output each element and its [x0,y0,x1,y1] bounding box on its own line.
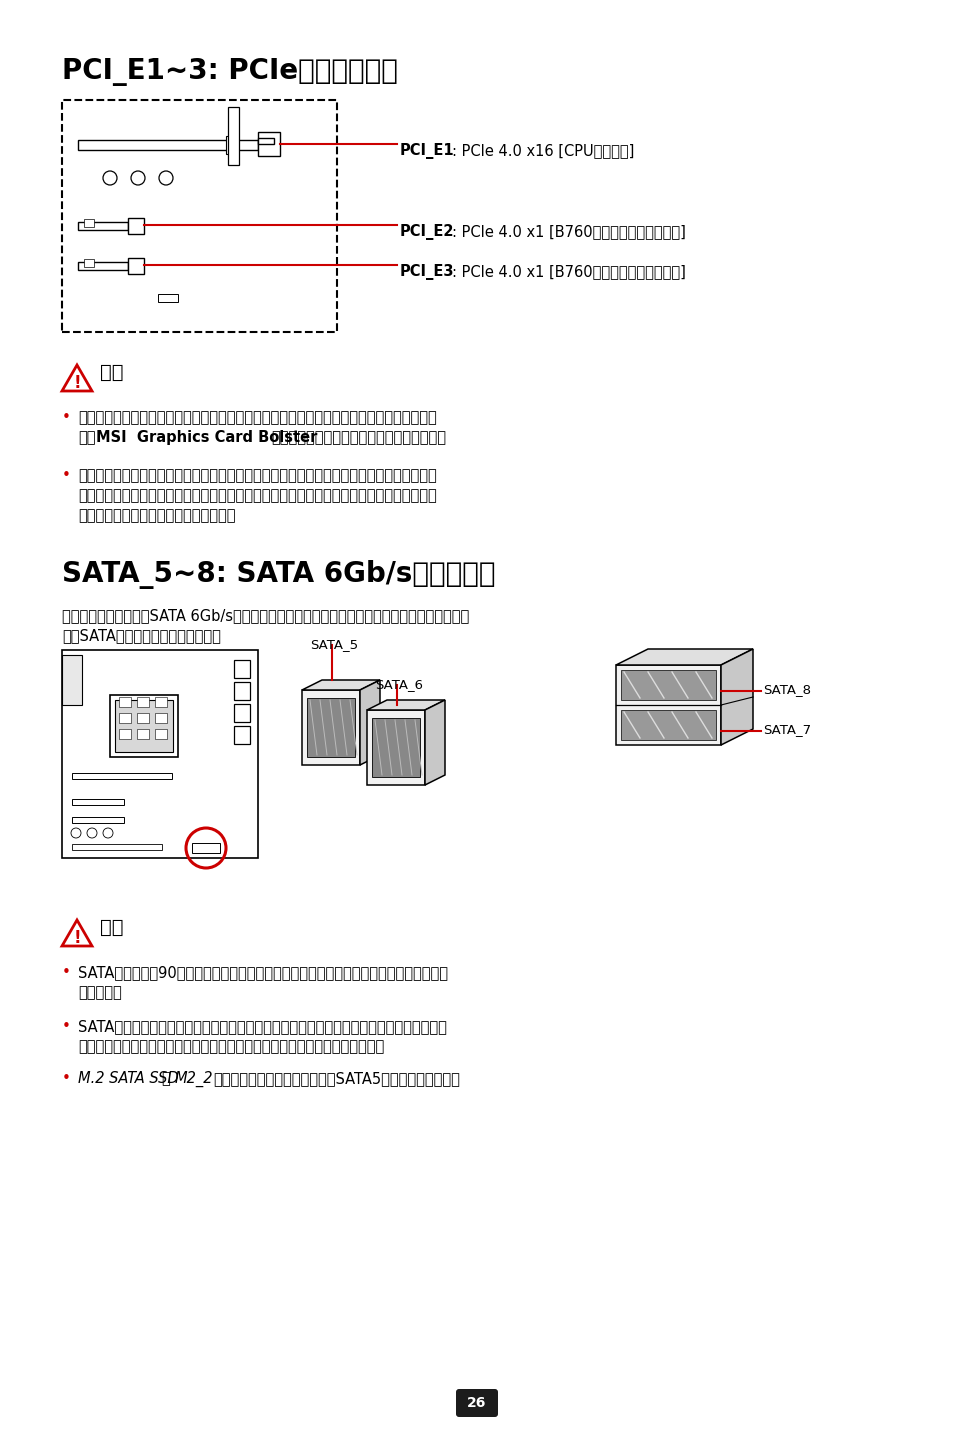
Polygon shape [302,680,379,690]
Circle shape [103,828,112,838]
Text: スロットに取り付ける場合に、SATA5は無効になります。: スロットに取り付ける場合に、SATA5は無効になります。 [213,1071,459,1085]
Bar [128,258,144,274]
Text: てください。ハードウェアまたはソフトウェアにどのような変更が必要であるかは、拡張カ: てください。ハードウェアまたはソフトウェアにどのような変更が必要であるかは、拡張… [78,488,436,503]
Circle shape [159,170,172,185]
Text: つのSATAデバイスを接続できます。: つのSATAデバイスを接続できます。 [62,629,221,643]
Bar [158,294,178,302]
Polygon shape [367,700,444,710]
Polygon shape [620,710,716,740]
Text: SATA_5~8: SATA 6Gb/sコネクター: SATA_5~8: SATA 6Gb/sコネクター [62,560,495,589]
Text: に、: に、 [78,430,95,445]
Bar [78,262,128,271]
Bar [233,705,250,722]
Text: 26: 26 [467,1396,486,1411]
Polygon shape [62,919,91,947]
Polygon shape [302,690,359,765]
Bar [233,726,250,745]
Polygon shape [307,697,355,758]
Bar [119,697,131,707]
Text: SATAケーブルは90度以下の角度に折り曲げないでください。データ損失を起こす恐れが: SATAケーブルは90度以下の角度に折り曲げないでください。データ損失を起こす恐… [78,965,448,979]
Bar [71,818,124,823]
Circle shape [103,170,117,185]
Text: SATAケーブルは両端に同一のプラグを備えています。然し、スペースの確保のためにマザ: SATAケーブルは両端に同一のプラグを備えています。然し、スペースの確保のために… [78,1020,446,1034]
Bar [78,222,128,231]
Text: 注意: 注意 [100,918,123,937]
Bar [257,132,280,156]
Text: !: ! [73,374,81,392]
Bar [154,729,167,739]
Text: PCI_E1: PCI_E1 [399,143,455,159]
Bar [192,843,220,853]
Bar [154,713,167,723]
Text: ーボードにはストレートタイプのコネクタを接続されることをお薦めします。: ーボードにはストレートタイプのコネクタを接続されることをお薦めします。 [78,1040,384,1054]
Polygon shape [372,717,419,778]
Polygon shape [616,649,752,664]
Polygon shape [359,680,379,765]
Text: あります。: あります。 [78,985,122,1000]
Text: •: • [62,965,71,979]
Text: M2_2: M2_2 [174,1071,213,1087]
Text: M.2 SATA SSD: M.2 SATA SSD [78,1071,178,1085]
Polygon shape [424,700,444,785]
Bar [226,136,235,155]
Text: MSI  Graphics Card Bolster: MSI Graphics Card Bolster [96,430,317,445]
Text: !: ! [73,929,81,947]
Polygon shape [616,664,720,745]
Text: SATA_7: SATA_7 [762,723,810,736]
Text: SATA_8: SATA_8 [762,683,810,696]
Bar [233,660,250,677]
Polygon shape [367,710,424,785]
Bar [137,729,149,739]
Bar [71,799,124,805]
Bar [71,773,172,779]
Text: PCI_E1~3: PCIe拡張スロット: PCI_E1~3: PCIe拡張スロット [62,59,397,86]
Text: これらのコネクターはSATA 6Gb/sインターフェースポートです。一つのコネクターにつき、一: これらのコネクターはSATA 6Gb/sインターフェースポートです。一つのコネク… [62,609,469,623]
Text: 拡張カードの着脱は、必ず電源をオフにし、コンセントから電源ケーブルを抜いてから行っ: 拡張カードの着脱は、必ず電源をオフにし、コンセントから電源ケーブルを抜いてから行… [78,468,436,483]
Bar [84,259,94,266]
Bar [78,140,257,150]
Text: : PCIe 4.0 x1 [B760チップセット帯域接続]: : PCIe 4.0 x1 [B760チップセット帯域接続] [452,223,685,239]
Bar [84,219,94,228]
Circle shape [71,828,81,838]
Bar [110,695,178,758]
Bar [62,654,82,705]
Bar [115,700,172,752]
Bar [228,107,239,165]
Text: •: • [62,410,71,425]
Polygon shape [720,649,752,745]
Bar [233,682,250,700]
Text: PCI_E3: PCI_E3 [399,263,454,281]
Text: •: • [62,468,71,483]
Circle shape [131,170,145,185]
Bar [154,697,167,707]
Text: 注意: 注意 [100,362,123,382]
Text: 大型且つ重いグラフィックスカードをインストールすると、スロットの変形を防止するため: 大型且つ重いグラフィックスカードをインストールすると、スロットの変形を防止するた… [78,410,436,425]
Text: SATA_5: SATA_5 [310,639,357,652]
Text: ードのドキュメントでご確認ください。: ードのドキュメントでご確認ください。 [78,508,235,523]
Text: SATA_6: SATA_6 [375,677,422,692]
Text: PCI_E2: PCI_E2 [399,223,454,241]
FancyBboxPatch shape [456,1389,497,1418]
Text: •: • [62,1071,71,1085]
Circle shape [87,828,97,838]
Text: のようなツールを使用することが必要です。: のようなツールを使用することが必要です。 [271,430,446,445]
Text: •: • [62,1020,71,1034]
Bar [62,650,257,858]
Bar [119,729,131,739]
Bar [257,137,274,145]
Text: : PCIe 4.0 x1 [B760チップセット帯域接続]: : PCIe 4.0 x1 [B760チップセット帯域接続] [452,263,685,279]
Bar [119,713,131,723]
Bar [71,843,162,851]
Text: : PCIe 4.0 x16 [CPU帯域接続]: : PCIe 4.0 x16 [CPU帯域接続] [452,143,634,158]
Bar [137,713,149,723]
Bar [137,697,149,707]
Text: を: を [161,1071,170,1085]
Polygon shape [62,365,91,391]
Bar [128,218,144,233]
Polygon shape [620,670,716,700]
Bar [62,100,336,332]
